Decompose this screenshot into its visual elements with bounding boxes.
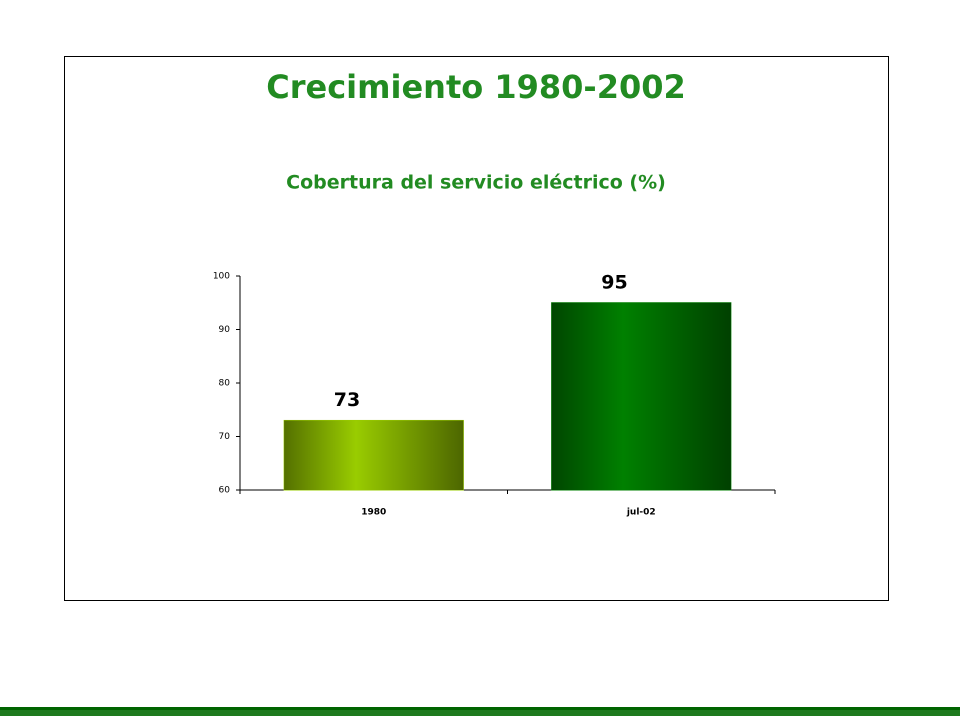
y-tick-label: 60 xyxy=(219,486,231,496)
x-tick-label: jul-02 xyxy=(626,508,656,518)
bar xyxy=(283,419,464,491)
bar xyxy=(551,302,732,491)
chart-subtitle: Cobertura del servicio eléctrico (%) xyxy=(286,172,666,194)
footer-stripe xyxy=(0,710,960,716)
value-label: 73 xyxy=(334,389,360,411)
footer-stripe xyxy=(0,707,960,710)
y-tick-label: 90 xyxy=(219,325,231,335)
x-tick-label: 1980 xyxy=(361,508,386,518)
frame xyxy=(64,56,889,601)
y-tick-label: 80 xyxy=(219,379,231,389)
y-tick-label: 70 xyxy=(219,432,231,442)
chart-title: Crecimiento 1980-2002 xyxy=(266,68,686,106)
value-label: 95 xyxy=(601,271,627,293)
y-tick-label: 100 xyxy=(213,272,230,282)
